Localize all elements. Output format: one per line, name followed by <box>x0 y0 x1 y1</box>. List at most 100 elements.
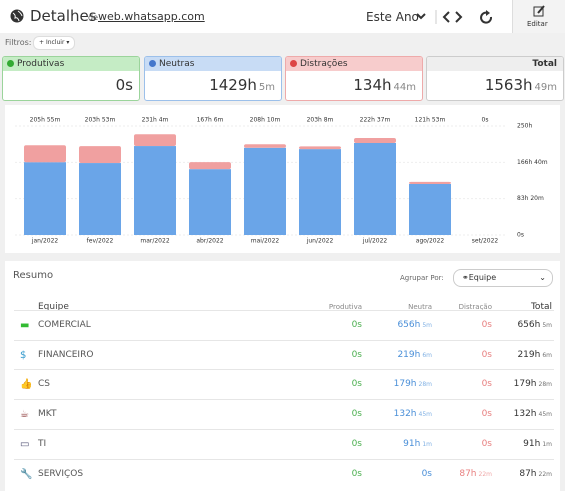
site-link[interactable]: web.whatsapp.com <box>98 10 205 23</box>
bar-segment <box>79 146 121 164</box>
bar-segment <box>354 143 396 235</box>
cell-produtiva: 0s <box>314 311 362 340</box>
cell-distracao: 0s <box>444 430 492 459</box>
cell-part: 0s <box>481 320 492 330</box>
cell-part: 1m <box>422 440 432 448</box>
cell-produtiva: 0s <box>314 460 362 489</box>
summary-card: Distrações 134h 44m <box>285 56 423 101</box>
card-value-part: 134h <box>353 76 392 94</box>
x-tick-label: set/2022 <box>472 238 499 245</box>
card-value-part: 5m <box>258 82 275 93</box>
x-tick-label: jul/2022 <box>362 238 388 245</box>
cell-part: 87h <box>459 468 477 479</box>
group-label: Agrupar Por: <box>400 274 444 282</box>
column-header: Neutra <box>408 303 432 311</box>
total-label: 222h 37m <box>360 117 391 124</box>
cell-part: 0s <box>481 349 492 360</box>
cell-part: 45m <box>418 411 432 419</box>
column-header: Total <box>530 302 552 312</box>
card-value-part: 44m <box>393 82 416 93</box>
bar-segment <box>299 146 341 150</box>
cell-part: 656h <box>397 320 421 330</box>
cell-part: 0s <box>481 409 492 420</box>
period-select[interactable]: Este Ano <box>366 10 419 24</box>
cell-total: 87h 22m <box>504 460 552 489</box>
nav-icons[interactable] <box>416 10 496 24</box>
x-tick-label: abr/2022 <box>196 238 223 245</box>
cell-neutra: 656h 5m <box>384 311 432 340</box>
filters-label: Filtros: <box>5 38 32 47</box>
cell-part: 91h <box>523 438 541 449</box>
card-title: Distrações <box>300 59 348 69</box>
cell-part: 132h <box>393 409 417 420</box>
team-icon: ☕ <box>20 409 29 421</box>
card-title: Total <box>532 59 557 69</box>
prep: de <box>88 13 98 22</box>
add-filter[interactable]: + Incluir ▾ <box>33 36 76 50</box>
cell-distracao: 0s <box>444 311 492 340</box>
total-label: 167h 6m <box>197 117 224 124</box>
table-row: 🔧 SERVIÇOS 0s 0s 87h 22m 87h 22m <box>14 458 554 489</box>
total-label: 231h 4m <box>142 117 169 124</box>
cell-part: 656h <box>517 320 541 330</box>
bar-segment <box>189 162 231 170</box>
y-tick-label: 250h <box>517 123 532 130</box>
cell-part: 22m <box>538 470 552 478</box>
card-header: Distrações <box>286 57 422 71</box>
edit-icon <box>533 5 545 17</box>
card-value-part: 0s <box>115 76 133 94</box>
total-label: 203h 8m <box>307 117 334 124</box>
column-header: Distração <box>458 303 492 311</box>
cell-produtiva: 0s <box>314 430 362 459</box>
cell-part: 0s <box>481 379 492 390</box>
card-title: Produtivas <box>17 59 65 69</box>
cell-part: 179h <box>393 379 417 390</box>
bar-segment <box>79 163 121 235</box>
card-icon <box>7 60 14 67</box>
card-value: 0s <box>116 76 133 94</box>
group-select[interactable]: ⚭Equipe ⌄ <box>453 269 553 287</box>
cell-part: 0s <box>351 349 362 360</box>
y-tick-label: 0s <box>517 232 524 239</box>
x-tick-label: fev/2022 <box>87 238 114 245</box>
edit-label: Editar <box>527 20 548 28</box>
chart: 0s 83h 20m 166h 40m 250h jan/2022 205h 55m fev… <box>15 117 548 245</box>
cell-total: 656h 5m <box>504 311 552 340</box>
bar-segment <box>189 169 231 235</box>
table-header: Equipe Produtiva Neutra Distração Total <box>14 293 554 322</box>
table-row: ▭ TI 0s 91h 1m 0s 91h 1m <box>14 428 554 459</box>
total-label: 205h 55m <box>30 117 61 124</box>
cell-part: 5m <box>422 322 432 329</box>
team-icon: ▭ <box>20 438 30 450</box>
card-value-part: 49m <box>534 82 557 93</box>
cell-part: 45m <box>538 411 552 419</box>
cell-distracao: 0s <box>444 400 492 429</box>
y-tick-label: 83h 20m <box>517 195 544 202</box>
team-icon: ▬ <box>20 320 30 331</box>
cell-produtiva: 0s <box>314 341 362 370</box>
cell-part: 0s <box>351 320 362 330</box>
cell-part: 0s <box>421 468 432 479</box>
header: Detalhes de web.whatsapp.com Este Ano Ed… <box>0 0 565 33</box>
cell-part: 0s <box>351 468 362 479</box>
team-icon: 👍 <box>20 379 33 391</box>
cell-neutra: 91h 1m <box>384 430 432 459</box>
card-title: Neutras <box>159 59 195 69</box>
card-icon <box>290 60 297 67</box>
table-row: ☕ MKT 0s 132h 45m 0s 132h 45m <box>14 399 554 429</box>
group-value: Equipe <box>468 273 497 282</box>
summary-panel: Resumo Agrupar Por: ⚭Equipe ⌄ <box>5 261 560 491</box>
cell-part: 0s <box>481 438 492 449</box>
card-header: Produtivas <box>3 57 139 71</box>
bar-segment <box>24 145 66 163</box>
cell-neutra: 219h 6m <box>384 341 432 370</box>
cell-part: 0s <box>351 409 362 420</box>
edit-button[interactable]: Editar <box>512 0 565 33</box>
cell-part: 0s <box>351 438 362 449</box>
table-row: ▬ COMERCIAL 0s 656h 5m 0s 656h 5m <box>14 310 554 340</box>
summary-title: Resumo <box>13 270 54 281</box>
card-value: 134h 44m <box>353 76 416 94</box>
total-label: 0s <box>482 117 489 124</box>
team-name: FINANCEIRO <box>38 349 94 360</box>
